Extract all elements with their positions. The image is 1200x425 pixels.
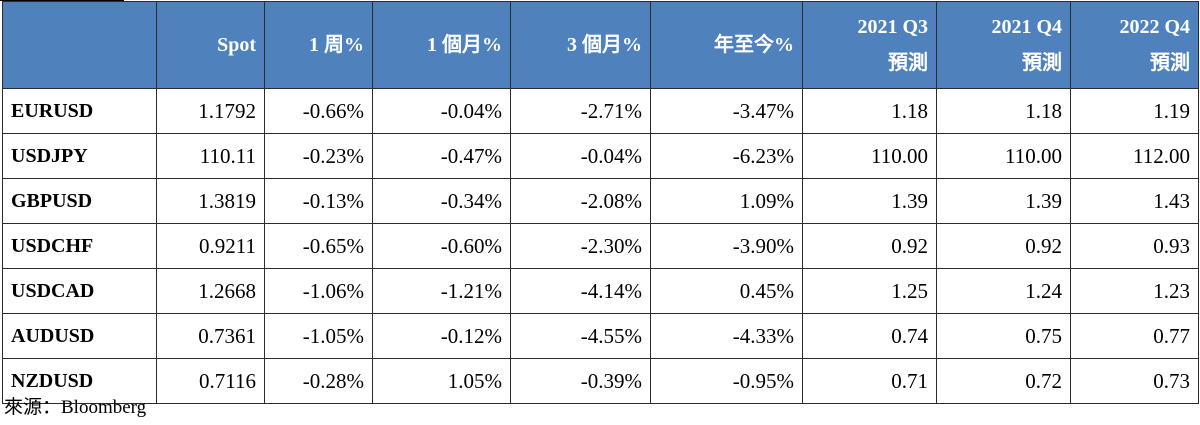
header-corner	[2, 1, 157, 89]
month-change: -0.04%	[372, 88, 511, 134]
spot-value: 1.1792	[156, 88, 265, 134]
table-row: NZDUSD 0.7116 -0.28% 1.05% -0.39% -0.95%…	[2, 358, 1199, 404]
forecast-2021-q4: 0.72	[936, 358, 1071, 404]
currency-pair: AUDUSD	[2, 313, 157, 359]
ytd-change: -4.33%	[650, 313, 803, 359]
header-1-month: 1 個月%	[372, 1, 511, 89]
ytd-change: -0.95%	[650, 358, 803, 404]
currency-pair: EURUSD	[2, 88, 157, 134]
table-row: USDCAD 1.2668 -1.06% -1.21% -4.14% 0.45%…	[2, 268, 1199, 314]
forecast-2021-q3: 1.39	[802, 178, 937, 224]
table-row: GBPUSD 1.3819 -0.13% -0.34% -2.08% 1.09%…	[2, 178, 1199, 224]
three-month-change: -4.55%	[510, 313, 651, 359]
forecast-2021-q3: 1.18	[802, 88, 937, 134]
forecast-2022-q4: 0.77	[1070, 313, 1199, 359]
month-change: 1.05%	[372, 358, 511, 404]
forecast-2022-q4: 1.19	[1070, 88, 1199, 134]
month-change: -0.34%	[372, 178, 511, 224]
month-change: -0.12%	[372, 313, 511, 359]
ytd-change: -3.90%	[650, 223, 803, 269]
table-row: USDCHF 0.9211 -0.65% -0.60% -2.30% -3.90…	[2, 223, 1199, 269]
spot-value: 1.2668	[156, 268, 265, 314]
forecast-2022-q4: 0.73	[1070, 358, 1199, 404]
forecast-2021-q4: 0.75	[936, 313, 1071, 359]
month-change: -0.60%	[372, 223, 511, 269]
spot-value: 1.3819	[156, 178, 265, 224]
forecast-2022-q4: 1.43	[1070, 178, 1199, 224]
three-month-change: -0.04%	[510, 133, 651, 179]
header-2021-q3-forecast: 2021 Q3 預測	[802, 1, 937, 89]
forecast-2021-q4: 0.92	[936, 223, 1071, 269]
ytd-change: 1.09%	[650, 178, 803, 224]
forecast-2021-q3: 0.92	[802, 223, 937, 269]
forecast-2021-q4: 1.39	[936, 178, 1071, 224]
three-month-change: -2.71%	[510, 88, 651, 134]
forecast-2021-q4: 110.00	[936, 133, 1071, 179]
spot-value: 0.7361	[156, 313, 265, 359]
header-row: Spot 1 周% 1 個月% 3 個月% 年至今% 2021 Q3 預測 20…	[2, 1, 1199, 89]
spot-value: 110.11	[156, 133, 265, 179]
forecast-2021-q3: 110.00	[802, 133, 937, 179]
currency-pair: USDCAD	[2, 268, 157, 314]
currency-pair: USDCHF	[2, 223, 157, 269]
forecast-2021-q3: 0.71	[802, 358, 937, 404]
ytd-change: 0.45%	[650, 268, 803, 314]
currency-pair: NZDUSD	[2, 358, 157, 404]
forecast-2022-q4: 112.00	[1070, 133, 1199, 179]
top-rule	[0, 0, 124, 1]
week-change: -0.65%	[264, 223, 373, 269]
spot-value: 0.9211	[156, 223, 265, 269]
month-change: -0.47%	[372, 133, 511, 179]
currency-pair: USDJPY	[2, 133, 157, 179]
header-1-week: 1 周%	[264, 1, 373, 89]
table-row: USDJPY 110.11 -0.23% -0.47% -0.04% -6.23…	[2, 133, 1199, 179]
fx-table: Spot 1 周% 1 個月% 3 個月% 年至今% 2021 Q3 預測 20…	[2, 1, 1199, 404]
forecast-2022-q4: 0.93	[1070, 223, 1199, 269]
forecast-2022-q4: 1.23	[1070, 268, 1199, 314]
month-change: -1.21%	[372, 268, 511, 314]
header-3-month: 3 個月%	[510, 1, 651, 89]
header-ytd: 年至今%	[650, 1, 803, 89]
ytd-change: -6.23%	[650, 133, 803, 179]
week-change: -0.28%	[264, 358, 373, 404]
forecast-2021-q4: 1.18	[936, 88, 1071, 134]
three-month-change: -4.14%	[510, 268, 651, 314]
three-month-change: -0.39%	[510, 358, 651, 404]
week-change: -0.23%	[264, 133, 373, 179]
ytd-change: -3.47%	[650, 88, 803, 134]
forecast-2021-q3: 0.74	[802, 313, 937, 359]
three-month-change: -2.30%	[510, 223, 651, 269]
week-change: -1.05%	[264, 313, 373, 359]
week-change: -1.06%	[264, 268, 373, 314]
week-change: -0.66%	[264, 88, 373, 134]
week-change: -0.13%	[264, 178, 373, 224]
header-spot: Spot	[156, 1, 265, 89]
currency-pair: GBPUSD	[2, 178, 157, 224]
forecast-2021-q4: 1.24	[936, 268, 1071, 314]
header-2022-q4-forecast: 2022 Q4 預測	[1070, 1, 1199, 89]
header-2021-q4-forecast: 2021 Q4 預測	[936, 1, 1071, 89]
table-row: EURUSD 1.1792 -0.66% -0.04% -2.71% -3.47…	[2, 88, 1199, 134]
spot-value: 0.7116	[156, 358, 265, 404]
forecast-2021-q3: 1.25	[802, 268, 937, 314]
three-month-change: -2.08%	[510, 178, 651, 224]
source-note: 來源：Bloomberg	[4, 397, 147, 418]
table-row: AUDUSD 0.7361 -1.05% -0.12% -4.55% -4.33…	[2, 313, 1199, 359]
